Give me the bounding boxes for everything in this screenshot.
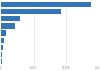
Bar: [1, 23, 15, 29]
Bar: [1, 16, 20, 21]
Bar: [1, 9, 61, 14]
Bar: [1, 37, 4, 43]
Bar: [1, 30, 6, 36]
Bar: [1, 45, 3, 50]
Bar: [1, 2, 91, 7]
Bar: [1, 52, 2, 57]
Bar: [1, 59, 2, 64]
